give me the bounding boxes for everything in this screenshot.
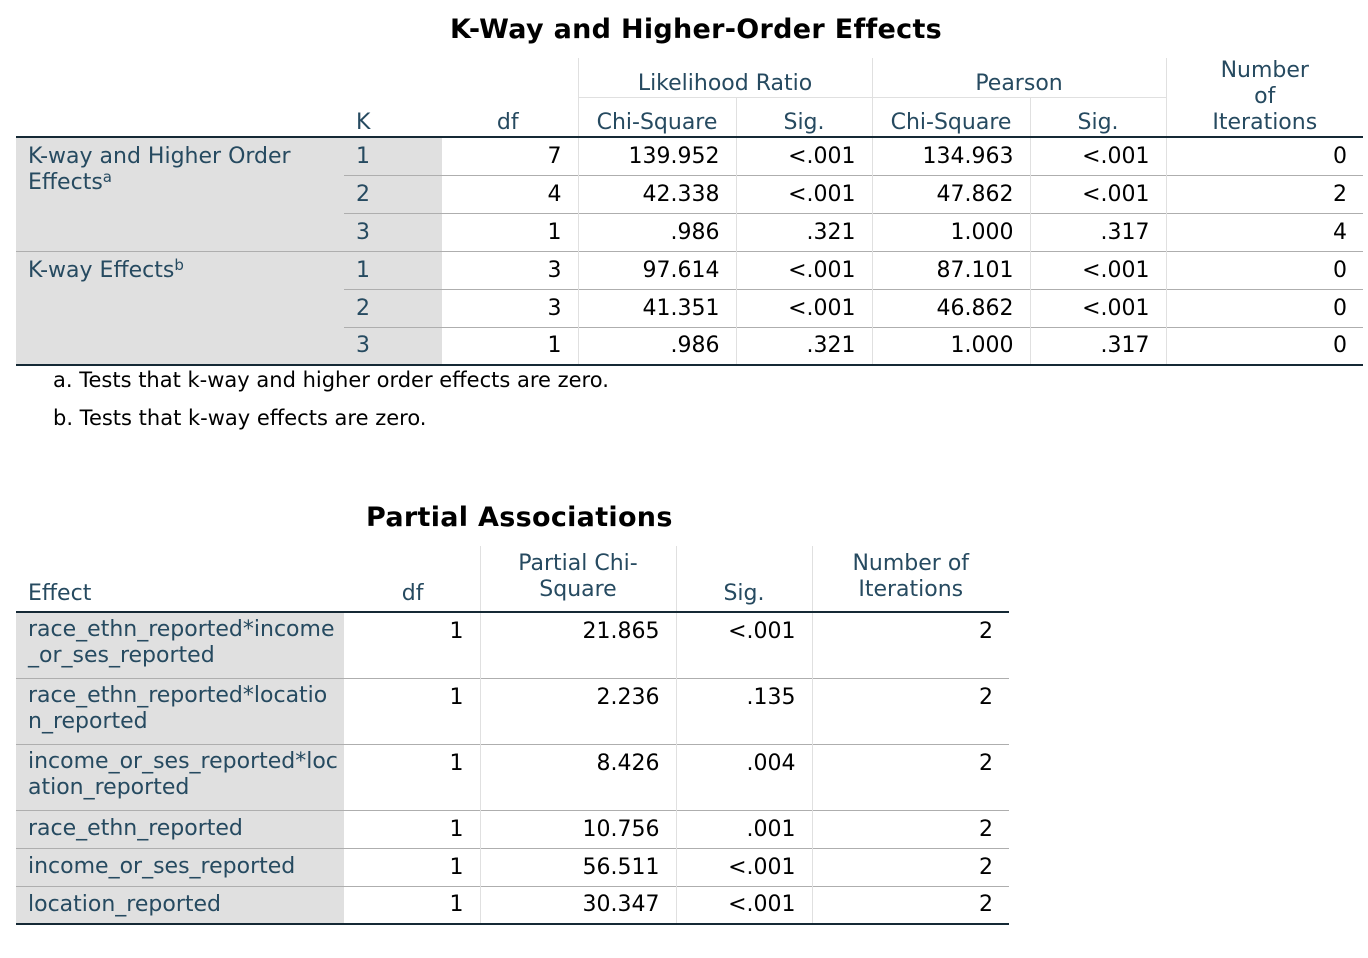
header-sig: Sig.: [675, 546, 812, 612]
table-row: 2 3 41.351 <.001 46.862 <.001 0: [16, 289, 1364, 327]
header-pearson: Pearson: [871, 58, 1167, 98]
table-row: race_ethn_reported*income_or_ses_reporte…: [16, 612, 1009, 678]
table-row: income_or_ses_reported 1 56.511 <.001 2: [16, 848, 1009, 886]
header-p-sig: Sig.: [1029, 97, 1167, 137]
kway-effects-table: Likelihood Ratio Pearson Number of Itera…: [16, 58, 1364, 366]
table-row: location_reported 1 30.347 <.001 2: [16, 886, 1009, 924]
group-label-kway: K-way Effectsb: [16, 251, 344, 365]
header-lr-chisq: Chi-Square: [577, 97, 736, 137]
header-effect: Effect: [28, 581, 92, 606]
table-row: 3 1 .986 .321 1.000 .317 0: [16, 327, 1364, 365]
header-p-chisq: Chi-Square: [871, 97, 1031, 137]
footnote-b: b. Tests that k-way effects are zero.: [53, 406, 427, 430]
table-row: race_ethn_reported*location_reported 1 2…: [16, 678, 1009, 744]
header-iterations: Number of Iterations: [1165, 58, 1364, 137]
table-row: race_ethn_reported 1 10.756 .001 2: [16, 810, 1009, 848]
header-df: df: [496, 110, 519, 135]
table2-title: Partial Associations: [366, 502, 673, 533]
table-row: K-way and Higher Order Effectsa 1 7 139.…: [16, 137, 1364, 252]
table1-title: K-Way and Higher-Order Effects: [450, 14, 943, 45]
header-partial-chisq: Partial Chi-Square: [479, 546, 676, 612]
table-row: K-way Effectsb 1 3 97.614 <.001 87.101 <…: [16, 251, 1364, 365]
header-lr-sig: Sig.: [735, 97, 873, 137]
table-row: income_or_ses_reported*location_reported…: [16, 744, 1009, 810]
header-iterations: Number of Iterations: [811, 546, 1009, 612]
header-k: K: [356, 110, 371, 135]
group-label-higher-order: K-way and Higher Order Effectsa: [16, 137, 344, 252]
header-likelihood-ratio: Likelihood Ratio: [577, 58, 873, 98]
footnote-a: a. Tests that k-way and higher order eff…: [53, 368, 609, 392]
table-row: 2 4 42.338 <.001 47.862 <.001 2: [16, 175, 1364, 213]
header-df: df: [401, 581, 424, 606]
table-row: 3 1 .986 .321 1.000 .317 4: [16, 213, 1364, 251]
partial-associations-table: Effect df Partial Chi-Square Sig. Number…: [16, 546, 1009, 925]
